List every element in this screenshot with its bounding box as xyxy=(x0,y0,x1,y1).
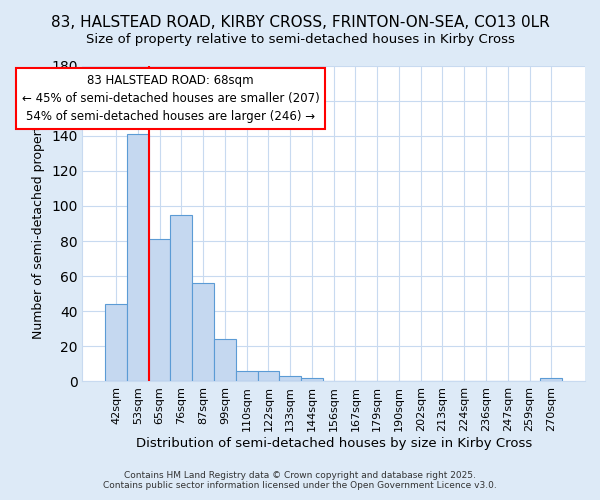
Bar xyxy=(541,378,562,382)
Bar xyxy=(149,240,170,382)
Bar xyxy=(192,283,214,382)
Bar xyxy=(214,340,236,382)
Text: Contains HM Land Registry data © Crown copyright and database right 2025.
Contai: Contains HM Land Registry data © Crown c… xyxy=(103,470,497,490)
Text: 83, HALSTEAD ROAD, KIRBY CROSS, FRINTON-ON-SEA, CO13 0LR: 83, HALSTEAD ROAD, KIRBY CROSS, FRINTON-… xyxy=(50,15,550,30)
Bar xyxy=(257,371,279,382)
Bar xyxy=(301,378,323,382)
Text: 83 HALSTEAD ROAD: 68sqm
← 45% of semi-detached houses are smaller (207)
54% of s: 83 HALSTEAD ROAD: 68sqm ← 45% of semi-de… xyxy=(22,74,319,124)
Bar xyxy=(105,304,127,382)
Y-axis label: Number of semi-detached properties: Number of semi-detached properties xyxy=(32,108,46,339)
X-axis label: Distribution of semi-detached houses by size in Kirby Cross: Distribution of semi-detached houses by … xyxy=(136,437,532,450)
Bar xyxy=(236,371,257,382)
Bar xyxy=(127,134,149,382)
Text: Size of property relative to semi-detached houses in Kirby Cross: Size of property relative to semi-detach… xyxy=(86,32,514,46)
Bar xyxy=(279,376,301,382)
Bar xyxy=(170,214,192,382)
